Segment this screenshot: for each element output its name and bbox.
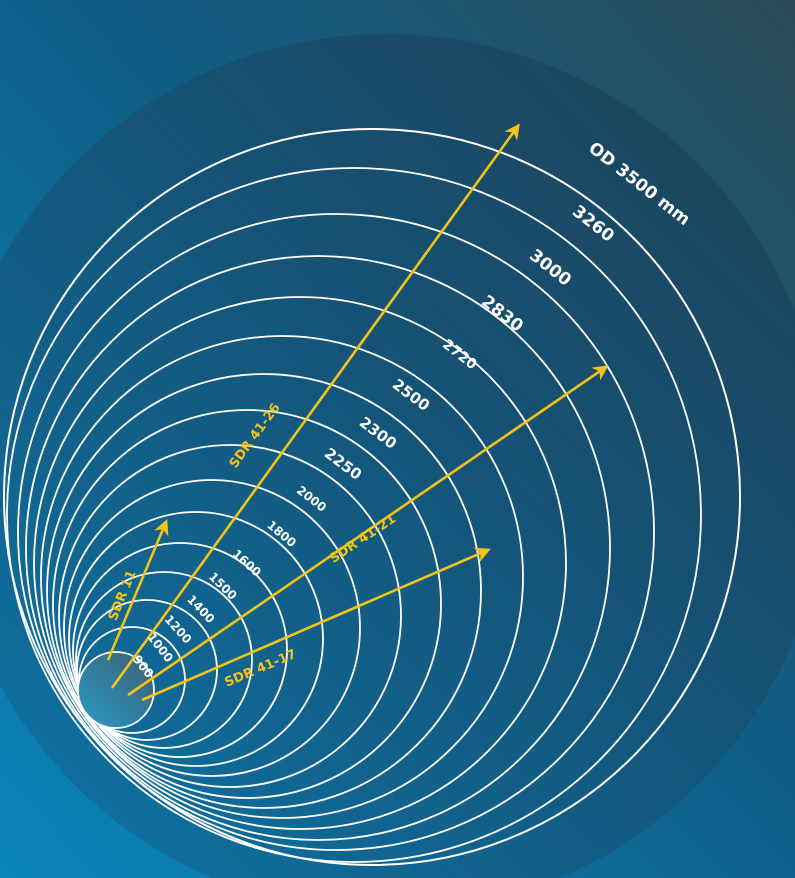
ring-1800 [63,479,361,777]
outer-halo [0,34,795,878]
ring-900 [77,651,155,729]
arrow-sdr-41-17 [141,547,491,702]
ring-1200 [76,599,218,741]
ring-3260 [6,167,702,863]
ring-2720 [33,296,567,830]
ring-2830 [25,255,611,841]
ring-od-3500-mm [3,128,741,866]
ring-2500 [40,335,524,819]
arrows-group [106,123,609,702]
ring-1500 [72,542,288,758]
rings-group [0,34,795,878]
ring-2000 [58,444,402,788]
arrow-sdr-41-26 [110,123,520,689]
ring-1400 [75,571,253,749]
arrow-sdr-41-21 [127,365,609,697]
arrow-sdr-11 [106,519,169,661]
ring-3000 [17,213,655,851]
ring-2300 [46,373,482,809]
ring-2250 [52,409,442,799]
ring-1600 [68,511,324,767]
